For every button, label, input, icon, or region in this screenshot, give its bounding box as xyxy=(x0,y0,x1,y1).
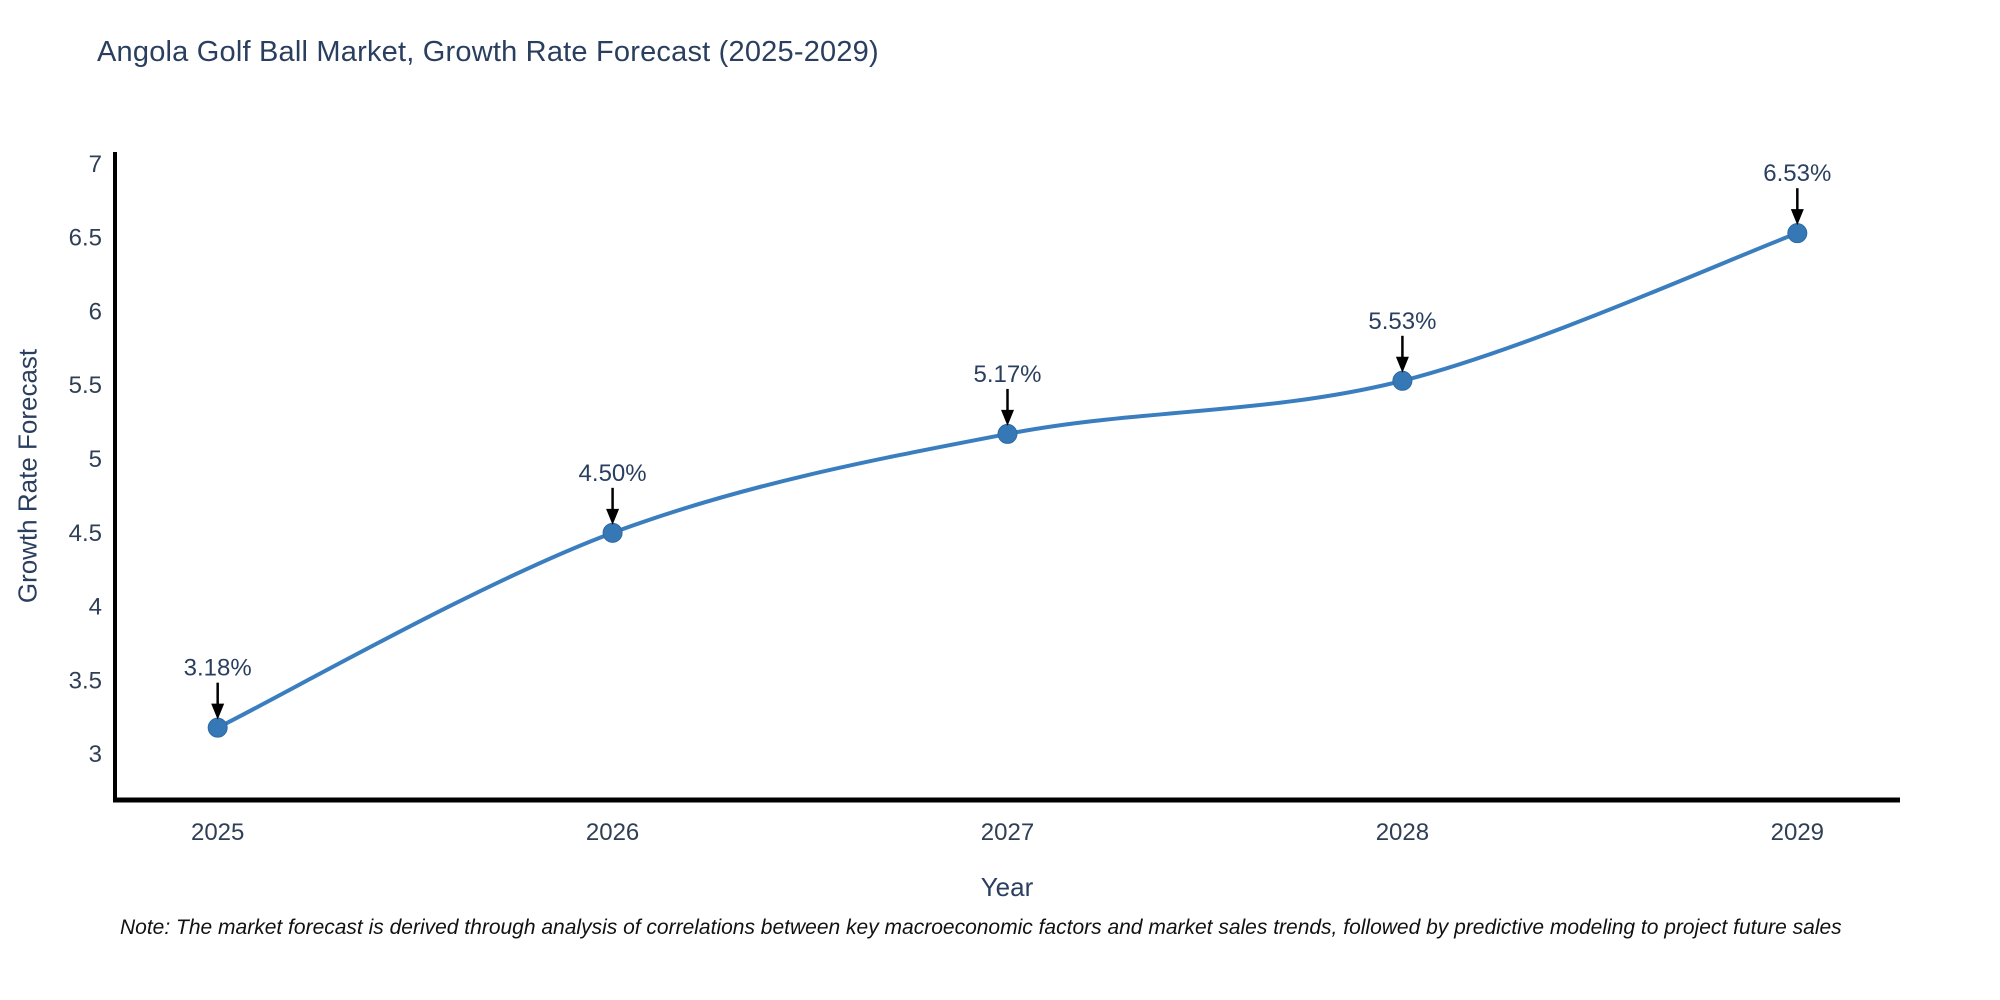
data-point-marker[interactable] xyxy=(1392,370,1413,391)
y-tick-label: 6.5 xyxy=(69,225,102,252)
data-point-label: 3.18% xyxy=(184,655,252,682)
x-tick-label: 2026 xyxy=(586,819,639,846)
annotation-arrowhead xyxy=(1790,209,1804,226)
y-tick-label: 6 xyxy=(89,298,102,325)
data-point-marker[interactable] xyxy=(602,522,623,543)
y-tick-label: 5.5 xyxy=(69,372,102,399)
y-tick-label: 3.5 xyxy=(69,667,102,694)
annotation-arrowhead xyxy=(211,703,225,720)
y-axis-title: Growth Rate Forecast xyxy=(12,348,43,604)
x-axis-title: Year xyxy=(980,872,1034,902)
y-tick-label: 7 xyxy=(89,151,102,178)
x-tick-label: 2028 xyxy=(1376,819,1429,846)
data-point-marker[interactable] xyxy=(1787,223,1808,244)
annotation-arrowhead xyxy=(1395,356,1409,373)
annotation-arrowhead xyxy=(1001,409,1014,426)
data-point-marker[interactable] xyxy=(207,717,228,738)
y-tick-label: 5 xyxy=(89,446,102,473)
x-tick-label: 2027 xyxy=(981,819,1034,846)
x-tick-label: 2025 xyxy=(191,819,244,846)
y-tick-label: 4 xyxy=(89,594,102,621)
data-point-marker[interactable] xyxy=(997,423,1018,444)
data-point-label: 6.53% xyxy=(1763,160,1831,187)
y-tick-label: 3 xyxy=(89,741,102,768)
chart-title: Angola Golf Ball Market, Growth Rate For… xyxy=(97,36,879,68)
data-point-label: 4.50% xyxy=(579,460,647,487)
annotation-arrowhead xyxy=(606,508,620,525)
x-tick-label: 2029 xyxy=(1771,819,1824,846)
data-point-label: 5.17% xyxy=(973,361,1041,388)
data-point-label: 5.53% xyxy=(1368,308,1436,335)
line-series xyxy=(216,231,1799,730)
chart-footnote: Note: The market forecast is derived thr… xyxy=(120,916,1842,939)
y-tick-label: 4.5 xyxy=(69,520,102,547)
